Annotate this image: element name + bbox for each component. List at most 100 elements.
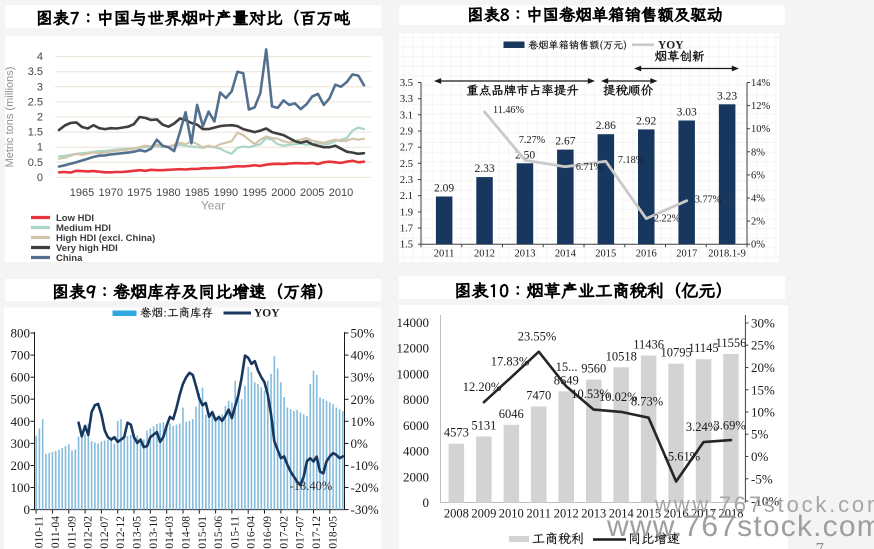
svg-text:2.9: 2.9 xyxy=(400,127,413,138)
svg-text:10518: 10518 xyxy=(606,349,637,363)
svg-text:4: 4 xyxy=(37,51,43,63)
svg-text:11145: 11145 xyxy=(688,341,718,355)
svg-text:0%: 0% xyxy=(751,240,765,251)
svg-text:1995: 1995 xyxy=(242,187,266,199)
svg-text:2.33: 2.33 xyxy=(474,163,494,175)
svg-text:2016: 2016 xyxy=(636,249,657,260)
svg-text:www.767stock.com: www.767stock.com xyxy=(654,492,874,517)
svg-text:25%: 25% xyxy=(751,338,775,353)
svg-text:2015: 2015 xyxy=(595,249,616,260)
svg-text:15%: 15% xyxy=(751,382,775,397)
svg-text:Metric tons (millions): Metric tons (millions) xyxy=(4,67,16,168)
svg-text:2.3: 2.3 xyxy=(400,175,413,186)
svg-text:Low HDI: Low HDI xyxy=(56,213,94,224)
svg-text:2.92: 2.92 xyxy=(636,115,656,127)
svg-text:-5.61%: -5.61% xyxy=(664,450,700,464)
svg-text:23.55%: 23.55% xyxy=(518,329,557,343)
svg-text:3.77%: 3.77% xyxy=(695,195,722,206)
svg-text:50%: 50% xyxy=(351,326,375,341)
svg-text:12%: 12% xyxy=(751,101,771,112)
svg-text:600: 600 xyxy=(11,370,31,385)
svg-text:30%: 30% xyxy=(751,316,775,331)
svg-text:800: 800 xyxy=(11,326,31,341)
svg-text:2013: 2013 xyxy=(515,249,536,260)
svg-text:-18.40%: -18.40% xyxy=(290,479,333,493)
svg-text:3.24%: 3.24% xyxy=(686,420,718,434)
svg-text:1980: 1980 xyxy=(156,187,180,199)
svg-text:2017: 2017 xyxy=(691,507,716,521)
svg-text:2011: 2011 xyxy=(434,249,455,260)
svg-text:2012-12: 2012-12 xyxy=(115,516,127,549)
svg-text:4000: 4000 xyxy=(403,444,429,459)
svg-text:3.3: 3.3 xyxy=(400,94,413,105)
svg-text:0%: 0% xyxy=(751,449,769,464)
svg-text:5131: 5131 xyxy=(471,419,496,433)
svg-text:-10%: -10% xyxy=(751,494,779,509)
svg-text:2016-04: 2016-04 xyxy=(246,516,258,549)
svg-text:2000: 2000 xyxy=(403,469,429,484)
svg-text:7.27%: 7.27% xyxy=(519,135,546,146)
svg-text:YOY: YOY xyxy=(254,308,280,320)
svg-text:3: 3 xyxy=(37,81,43,93)
svg-text:5%: 5% xyxy=(751,427,769,442)
svg-text:20%: 20% xyxy=(751,360,775,375)
svg-text:2.86: 2.86 xyxy=(596,120,616,132)
svg-text:14000: 14000 xyxy=(397,315,430,330)
svg-text:2: 2 xyxy=(37,112,43,124)
svg-text:0.5: 0.5 xyxy=(28,157,43,169)
svg-text:3.23: 3.23 xyxy=(717,90,737,102)
svg-text:6%: 6% xyxy=(751,170,765,181)
svg-text:Year: Year xyxy=(201,199,225,213)
svg-text:-5%: -5% xyxy=(751,471,773,486)
svg-text:2011-09: 2011-09 xyxy=(66,516,78,549)
svg-text:1: 1 xyxy=(37,142,43,154)
svg-text:1970: 1970 xyxy=(99,187,123,199)
svg-text:YOY: YOY xyxy=(658,39,684,51)
svg-text:2.7: 2.7 xyxy=(400,143,413,154)
svg-text:2%: 2% xyxy=(751,217,765,228)
svg-text:8%: 8% xyxy=(751,147,765,158)
svg-text:100: 100 xyxy=(11,480,31,495)
svg-text:2000: 2000 xyxy=(271,187,295,199)
svg-text:1990: 1990 xyxy=(214,187,238,199)
svg-text:2015-11: 2015-11 xyxy=(229,516,241,549)
svg-text:6.71%: 6.71% xyxy=(576,162,603,173)
svg-text:2016: 2016 xyxy=(664,507,689,521)
svg-text:1975: 1975 xyxy=(127,187,151,199)
svg-text:4573: 4573 xyxy=(444,426,469,440)
svg-text:10%: 10% xyxy=(751,405,775,420)
svg-text:10795: 10795 xyxy=(660,346,691,360)
svg-text:0: 0 xyxy=(423,495,430,510)
svg-text:700: 700 xyxy=(11,348,31,363)
svg-text:2010: 2010 xyxy=(499,507,524,521)
svg-text:2014: 2014 xyxy=(555,249,577,260)
svg-text:China: China xyxy=(56,253,83,264)
svg-text:4%: 4% xyxy=(751,194,765,205)
svg-text:2015-06: 2015-06 xyxy=(213,516,225,549)
svg-text:3.5: 3.5 xyxy=(400,78,413,89)
svg-text:0: 0 xyxy=(37,172,43,184)
svg-text:2017-07: 2017-07 xyxy=(295,516,307,549)
svg-text:0: 0 xyxy=(24,502,31,517)
svg-text:6046: 6046 xyxy=(499,407,524,421)
svg-text:2017-12: 2017-12 xyxy=(311,516,323,549)
svg-text:1.5: 1.5 xyxy=(400,240,413,251)
svg-text:2011: 2011 xyxy=(527,507,552,521)
svg-text:1.9: 1.9 xyxy=(400,207,413,218)
svg-text:10%: 10% xyxy=(751,124,771,135)
svg-text:14%: 14% xyxy=(751,78,771,89)
svg-text:17.83%: 17.83% xyxy=(491,355,530,369)
svg-text:11436: 11436 xyxy=(633,338,664,352)
svg-text:2017-02: 2017-02 xyxy=(278,516,290,549)
svg-text:2015: 2015 xyxy=(636,507,661,521)
svg-text:2013: 2013 xyxy=(581,507,606,521)
svg-text:Very high HDI: Very high HDI xyxy=(56,243,118,254)
svg-text:2.1: 2.1 xyxy=(400,191,413,202)
svg-text:11.46%: 11.46% xyxy=(493,105,525,116)
svg-text:High HDI (excl. China): High HDI (excl. China) xyxy=(56,233,155,244)
svg-text:7470: 7470 xyxy=(526,389,551,403)
svg-text:2010: 2010 xyxy=(329,187,353,199)
svg-text:3.5: 3.5 xyxy=(28,66,43,78)
svg-text:2014-08: 2014-08 xyxy=(181,516,193,549)
svg-text:2.09: 2.09 xyxy=(434,183,454,195)
